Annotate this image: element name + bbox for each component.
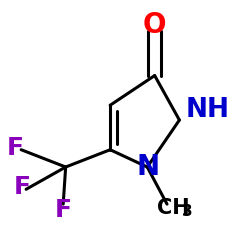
Text: CH: CH bbox=[157, 198, 190, 218]
Text: F: F bbox=[55, 198, 72, 222]
Text: F: F bbox=[7, 136, 24, 160]
Text: F: F bbox=[14, 175, 31, 199]
Text: NH: NH bbox=[186, 97, 230, 123]
Text: 3: 3 bbox=[182, 204, 193, 219]
Text: N: N bbox=[136, 153, 160, 181]
Text: O: O bbox=[143, 11, 167, 39]
